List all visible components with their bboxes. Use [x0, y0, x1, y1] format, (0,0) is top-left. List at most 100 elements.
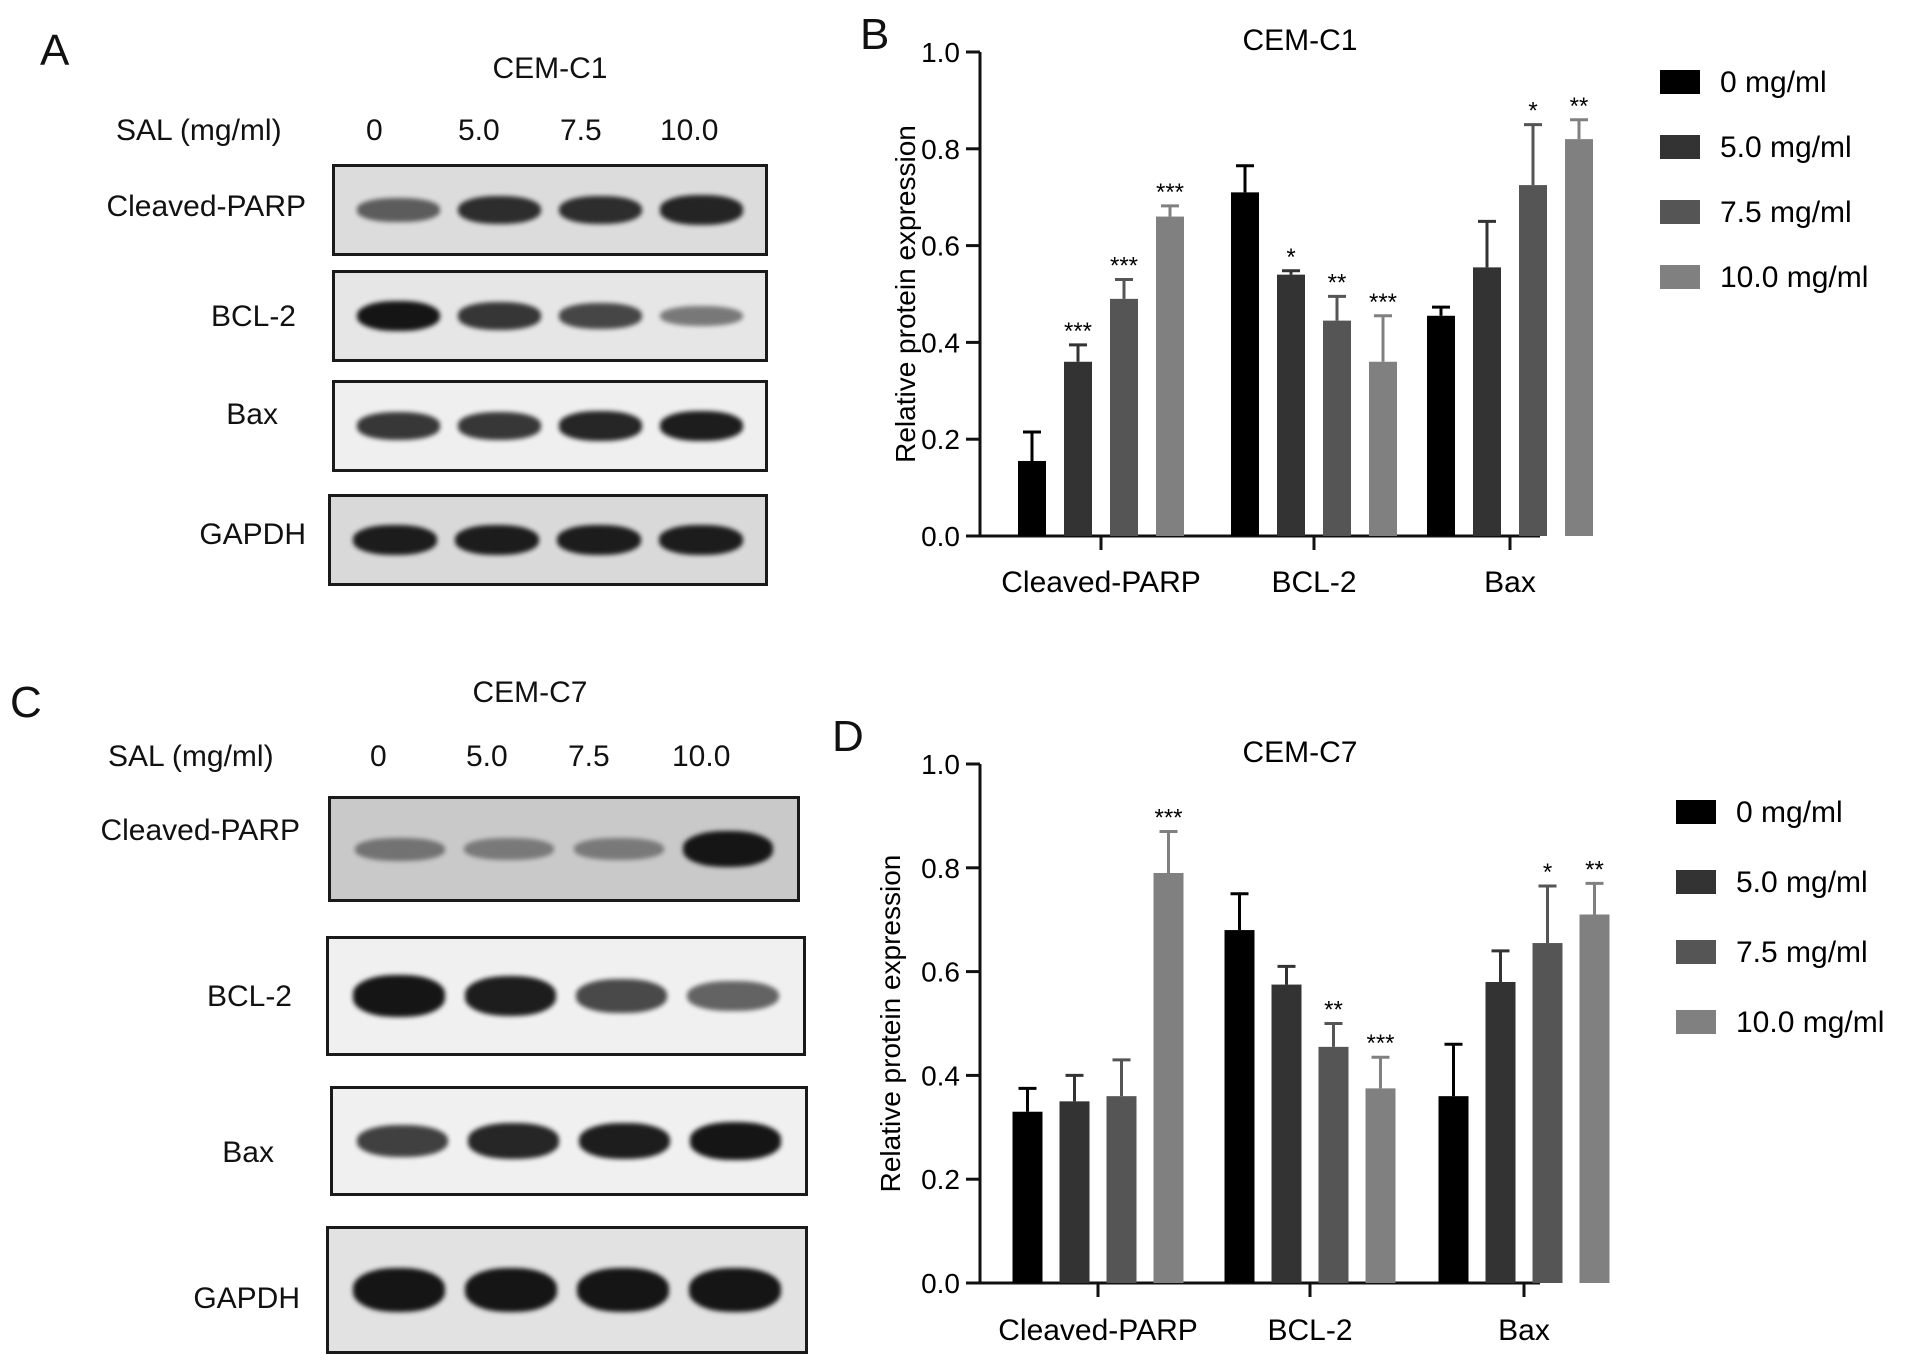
blot-band [688, 1268, 781, 1312]
x-tick-label: Cleaved-PARP [1001, 566, 1201, 599]
blot-row-label: GAPDH [199, 518, 306, 551]
bar [1064, 361, 1092, 536]
blot-row-label: BCL-2 [206, 980, 292, 1013]
blot-band [353, 524, 437, 556]
x-tick-label: Bax [1484, 566, 1536, 599]
y-axis-label: Relative protein expression [890, 125, 921, 463]
legend-label: 0 mg/ml [1720, 66, 1827, 99]
blot-band [578, 1122, 670, 1160]
chart-title: CEM-C1 [1242, 24, 1357, 57]
blot-title: CEM-C1 [492, 52, 608, 85]
bar [1438, 1096, 1469, 1283]
blot-band [464, 976, 556, 1016]
concentration-label: 10.0 [672, 740, 731, 773]
bar [1485, 981, 1516, 1283]
significance-label: ** [1570, 93, 1589, 120]
blot-strip [332, 164, 768, 256]
blot-strip [330, 1086, 808, 1196]
x-tick-label: Bax [1498, 1314, 1550, 1347]
panel-letter-c: C [10, 678, 42, 727]
blot-band [660, 410, 743, 442]
legend-swatch [1660, 200, 1700, 224]
blot-band [687, 980, 779, 1012]
significance-label: *** [1369, 289, 1397, 316]
legend-label: 10.0 mg/ml [1736, 1006, 1884, 1039]
significance-label: * [1528, 98, 1537, 125]
significance-label: ** [1324, 997, 1343, 1024]
sal-label: SAL (mg/ml) [116, 114, 282, 147]
significance-label: ** [1328, 269, 1347, 296]
blot-strip [332, 270, 768, 362]
blot-band [353, 975, 445, 1017]
blot-band [659, 524, 743, 556]
blot-row-label: Cleaved-PARP [106, 190, 306, 223]
y-tick-label: 0.4 [921, 1060, 960, 1091]
bar [1059, 1101, 1090, 1283]
x-tick-label: BCL-2 [1267, 1314, 1352, 1347]
blot-band [576, 978, 668, 1014]
bar [1231, 192, 1259, 537]
blot-band [465, 1268, 557, 1312]
blot-band [353, 1268, 446, 1312]
concentration-label: 10.0 [660, 114, 719, 147]
blot-band [458, 412, 541, 440]
blot-band [464, 838, 555, 860]
blot-band [660, 195, 743, 225]
y-tick-label: 1.0 [921, 37, 960, 68]
concentration-label: 0 [370, 740, 387, 773]
blot-band [455, 524, 539, 556]
blot-band [559, 411, 642, 441]
blot-band [468, 1123, 560, 1159]
bar [1271, 984, 1302, 1283]
y-tick-label: 0.2 [921, 424, 960, 455]
blot-band [458, 302, 541, 330]
panel-letter-b: B [860, 10, 890, 59]
blot-strip [332, 380, 768, 472]
significance-label: * [1286, 244, 1295, 271]
blot-row-label: BCL-2 [210, 300, 296, 333]
chart-title: CEM-C7 [1242, 736, 1357, 769]
bar [1277, 274, 1305, 536]
concentration-label: 0 [366, 114, 383, 147]
significance-label: *** [1110, 252, 1138, 279]
bar [1519, 185, 1547, 536]
blot-row-label: Bax [226, 398, 278, 431]
significance-label: * [1543, 859, 1552, 886]
blot-strip [328, 494, 768, 586]
significance-label: ** [1585, 856, 1604, 883]
significance-label: *** [1154, 804, 1182, 831]
blot-row-label: Bax [222, 1136, 274, 1169]
y-tick-label: 0.6 [921, 957, 960, 988]
blot-band [577, 1268, 669, 1312]
bar [1012, 1111, 1043, 1283]
bar [1106, 1096, 1137, 1283]
bar [1323, 320, 1351, 536]
blot-band [683, 831, 774, 867]
bar [1579, 914, 1610, 1283]
bar [1473, 267, 1501, 536]
y-tick-label: 0.8 [921, 134, 960, 165]
bar [1365, 1088, 1396, 1283]
y-tick-label: 0.0 [921, 1268, 960, 1299]
significance-label: *** [1366, 1030, 1394, 1057]
blot-band [557, 524, 641, 556]
y-tick-label: 0.2 [921, 1164, 960, 1195]
y-tick-label: 0.0 [921, 521, 960, 552]
legend-swatch [1676, 870, 1716, 894]
legend-label: 5.0 mg/ml [1720, 131, 1852, 164]
y-tick-label: 0.6 [921, 231, 960, 262]
bar [1369, 361, 1397, 536]
legend-swatch [1660, 265, 1700, 289]
blot-strip [328, 796, 800, 902]
blot-band [458, 195, 541, 225]
bar [1427, 315, 1455, 536]
blot-row-label: Cleaved-PARP [100, 814, 300, 847]
blot-band [354, 837, 445, 861]
x-tick-label: BCL-2 [1271, 566, 1356, 599]
panel-letter-a: A [40, 26, 70, 75]
legend-label: 5.0 mg/ml [1736, 866, 1868, 899]
y-axis-label: Relative protein expression [875, 855, 906, 1193]
blot-band [559, 195, 642, 225]
bar [1565, 139, 1593, 536]
bar [1156, 216, 1184, 536]
